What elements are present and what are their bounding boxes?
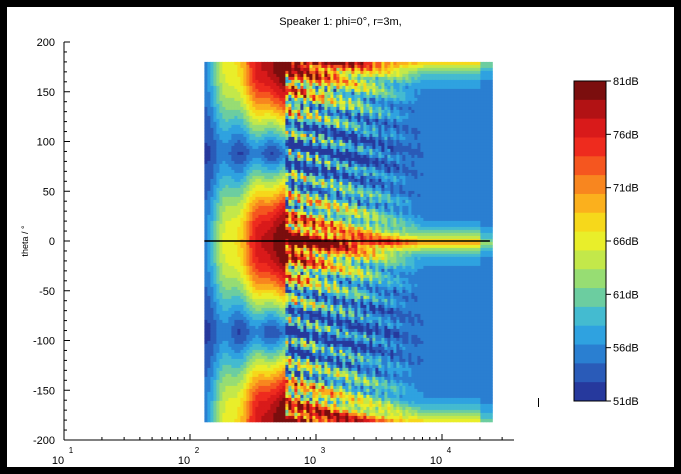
colorbar-segment <box>574 175 606 195</box>
y-tick-label: 0 <box>49 236 55 248</box>
colorbar-label: 51dB <box>613 396 639 408</box>
colorbar-segment <box>574 269 606 289</box>
y-tick-label: 100 <box>37 137 55 149</box>
colorbar-segment <box>574 156 606 176</box>
colorbar-segment <box>574 212 606 233</box>
y-tick-label: -200 <box>33 435 55 447</box>
x-tick-exponent: 4 <box>447 446 452 455</box>
x-tick-label: 10 <box>52 455 64 467</box>
colorbar-label: 81dB <box>613 76 639 88</box>
y-axis-title: theta / ° <box>20 225 30 257</box>
colorbar-segment <box>574 81 606 101</box>
x-tick-exponent: 1 <box>69 446 74 455</box>
y-tick-label: 50 <box>43 186 55 198</box>
colorbar-label: 76dB <box>613 129 639 141</box>
colorbar-segment <box>574 363 606 383</box>
y-tick-label: 200 <box>37 37 55 49</box>
x-tick-label: 10 <box>304 455 316 467</box>
colorbar-segment <box>574 193 606 214</box>
colorbar-segment <box>574 306 606 327</box>
colorbar-segment <box>574 382 606 402</box>
chart-title: Speaker 1: phi=0°, r=3m, <box>279 16 402 28</box>
colorbar-segment <box>574 231 606 251</box>
colorbar-segment <box>574 99 606 120</box>
colorbar-segment <box>574 325 606 346</box>
colorbar-label: 71dB <box>613 183 639 195</box>
colorbar-segment <box>574 344 606 364</box>
x-tick-label: 10 <box>430 455 442 467</box>
colorbar-label: 56dB <box>613 343 639 355</box>
colorbar-label: 66dB <box>613 236 639 248</box>
y-tick-label: -150 <box>33 385 55 397</box>
x-tick-label: 10 <box>178 455 190 467</box>
y-tick-label: -100 <box>33 336 55 348</box>
heatmap-field <box>204 61 493 423</box>
colorbar-segment <box>574 250 606 270</box>
colorbar-segment <box>574 288 606 308</box>
x-tick-exponent: 2 <box>195 446 200 455</box>
stray-tick-mark <box>538 398 539 407</box>
colorbar-label: 61dB <box>613 289 639 301</box>
x-tick-exponent: 3 <box>321 446 326 455</box>
y-tick-label: 150 <box>37 87 55 99</box>
colorbar-segment <box>574 118 606 138</box>
y-tick-label: -50 <box>39 286 55 298</box>
colorbar-segment <box>574 137 606 157</box>
